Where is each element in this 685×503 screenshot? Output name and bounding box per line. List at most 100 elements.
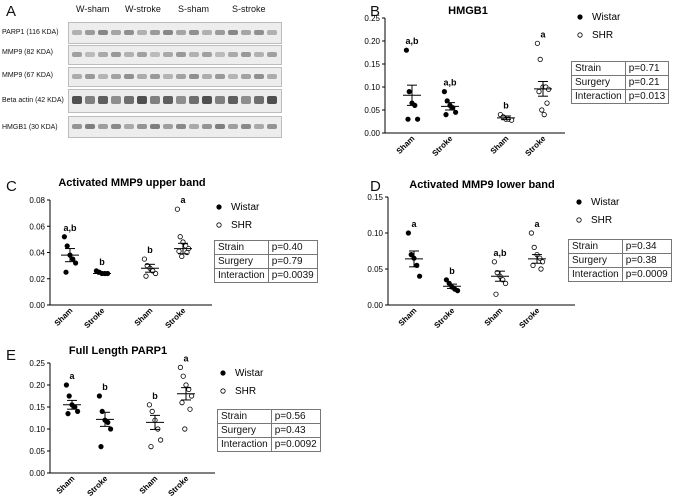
blot-band (254, 51, 264, 57)
legend-marker (577, 32, 583, 38)
blot-band (176, 73, 186, 79)
blot-band (98, 123, 108, 129)
western-blot: W-sham W-stroke S-sham S-stroke PARP1 (1… (0, 0, 290, 150)
data-point (146, 402, 152, 408)
significance-letter: a (540, 29, 546, 39)
blot-band (267, 51, 277, 57)
blot-band (150, 73, 160, 79)
stats-p: p=0.0039 (267, 268, 318, 283)
data-point (537, 56, 543, 63)
blot-band (98, 51, 108, 57)
data-point (441, 89, 448, 95)
data-point (141, 256, 147, 262)
stats-term: Interaction (217, 437, 272, 452)
data-point (72, 404, 78, 410)
category-label: Stroke (517, 306, 541, 330)
significance-letter: b (147, 245, 153, 255)
data-point (65, 411, 71, 417)
significance-letter: a,b (493, 248, 507, 258)
data-point (189, 393, 195, 399)
data-point (174, 206, 180, 212)
blot-band (72, 51, 82, 57)
data-point (149, 408, 155, 415)
y-tick-label: 0.15 (29, 403, 45, 412)
data-point (108, 426, 114, 432)
blot-band (150, 123, 160, 129)
y-tick-label: 0.05 (367, 265, 383, 274)
stats-p: p=0.71 (624, 61, 670, 76)
data-point (417, 273, 423, 279)
blot-band (254, 73, 264, 79)
stats-table-b: Strain p=0.71 Surgery p=0.21 Interaction p=… (571, 61, 670, 104)
blot-band (124, 29, 134, 35)
data-point (182, 426, 188, 432)
blot-band (124, 123, 134, 129)
significance-letter: a (183, 353, 189, 363)
data-point (143, 273, 149, 279)
blot-band (124, 73, 134, 79)
blot-band (137, 96, 147, 104)
data-point (177, 234, 183, 240)
blot-band (189, 73, 199, 79)
data-point (61, 234, 68, 240)
data-point (179, 253, 185, 260)
blot-band (176, 123, 186, 129)
blot-band (124, 51, 134, 57)
y-tick-label: 0.15 (364, 60, 380, 69)
blot-row-label: MMP9 (67 KDA) (2, 72, 53, 79)
lane-group-label: W-stroke (125, 4, 161, 14)
data-point (183, 382, 189, 388)
blot-band (254, 96, 264, 104)
panel-letter-a: A (6, 3, 17, 20)
blot-band (228, 51, 238, 57)
blot-band (215, 51, 225, 57)
blot-band (241, 51, 251, 57)
blot-band (228, 29, 238, 35)
data-point (75, 408, 81, 415)
panel-letter-e: E (6, 347, 17, 364)
stats-table-c: Strain p=0.40 Surgery p=0.79 Interaction p=… (214, 240, 318, 283)
significance-letter: a (69, 371, 75, 381)
stats-table-e: Strain p=0.56 Surgery p=0.43 Interaction p=… (217, 409, 321, 452)
legend-label: Wistar (235, 368, 264, 379)
blot-band (111, 29, 121, 35)
legend-marker (216, 222, 222, 228)
blot-band (137, 73, 147, 79)
y-tick-label: 0.04 (29, 249, 45, 258)
data-point (405, 230, 412, 236)
data-point (453, 109, 459, 115)
legend-marker (220, 370, 226, 376)
data-point (455, 288, 461, 294)
blot-band (215, 96, 225, 104)
legend-marker (216, 204, 222, 210)
legend-marker (577, 14, 583, 20)
blot-row-label: PARP1 (116 KDA) (2, 29, 59, 36)
blot-band (189, 123, 199, 129)
blot-row-label: HMGB1 (30 KDA) (2, 124, 58, 131)
blot-band (241, 123, 251, 129)
significance-letter: a,b (443, 78, 457, 88)
blot-band (267, 123, 277, 129)
y-tick-label: 0.00 (367, 301, 383, 310)
stats-p: p=0.38 (621, 253, 672, 268)
blot-band (163, 73, 173, 79)
data-point (536, 89, 542, 95)
data-point (63, 269, 69, 275)
blot-band (215, 29, 225, 35)
category-label: Stroke (166, 474, 190, 498)
stats-term: Interaction (568, 267, 623, 282)
blot-band (202, 73, 212, 79)
data-point (63, 382, 70, 388)
blot-band (202, 96, 212, 104)
stats-term: Interaction (571, 89, 626, 104)
stats-term: Surgery (568, 253, 623, 268)
data-point (99, 408, 105, 415)
y-tick-label: 0.08 (29, 196, 45, 205)
blot-band (267, 96, 277, 104)
lane-group-label: W-sham (76, 4, 110, 14)
legend-label: SHR (231, 220, 252, 231)
blot-band (267, 73, 277, 79)
data-point (64, 243, 70, 249)
category-label: Sham (397, 306, 419, 328)
data-point (528, 230, 534, 236)
